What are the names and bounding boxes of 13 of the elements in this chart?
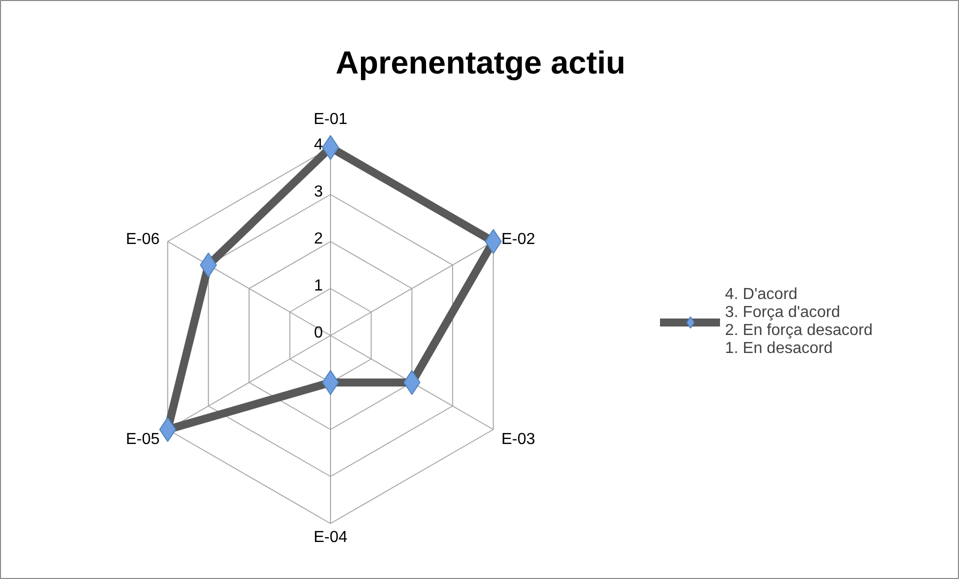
spoke-label: E-01 — [314, 111, 348, 128]
y-tick-label: 1 — [314, 278, 324, 294]
y-tick-label: 4 — [314, 136, 324, 154]
spoke-label: E-03 — [501, 431, 536, 448]
y-tick-label: 3 — [314, 184, 324, 200]
spoke-label: E-02 — [501, 231, 536, 248]
spoke-label: E-04 — [314, 529, 348, 546]
chart-title: Aprenentatge actiu — [336, 44, 626, 80]
spoke-label: E-05 — [126, 431, 160, 448]
legend-label: 4. D'acord 3. Força d'acord 2. En força desacord 1. En desacord — [725, 286, 873, 358]
spoke-label: E-06 — [126, 231, 160, 248]
y-tick-label: 0 — [314, 324, 324, 342]
y-tick-label: 2 — [314, 230, 324, 248]
